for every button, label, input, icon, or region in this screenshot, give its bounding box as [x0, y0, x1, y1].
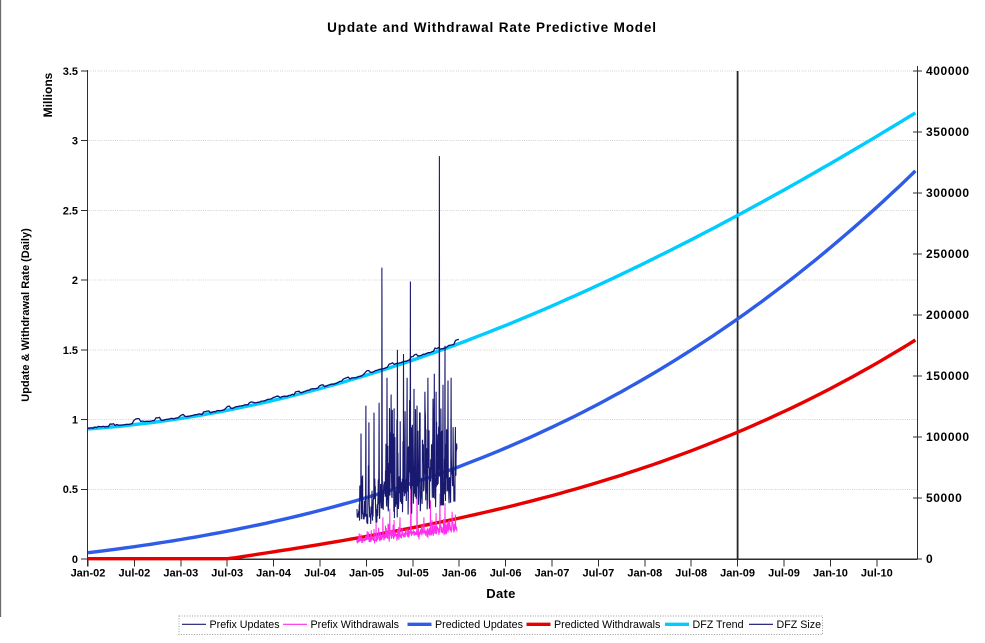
svg-text:Jul-09: Jul-09 — [768, 568, 800, 580]
svg-text:400000: 400000 — [926, 64, 970, 78]
svg-text:Jan-05: Jan-05 — [349, 568, 384, 580]
svg-text:200000: 200000 — [926, 308, 970, 322]
svg-text:Jul-06: Jul-06 — [490, 568, 522, 580]
svg-text:Jul-04: Jul-04 — [304, 568, 337, 580]
svg-text:Prefix Withdrawals: Prefix Withdrawals — [311, 619, 400, 631]
svg-text:1: 1 — [72, 415, 78, 427]
svg-text:Jan-07: Jan-07 — [535, 568, 570, 580]
svg-text:2: 2 — [72, 275, 78, 287]
svg-text:Jul-10: Jul-10 — [861, 568, 893, 580]
svg-text:350000: 350000 — [926, 125, 970, 139]
svg-text:0.5: 0.5 — [63, 484, 78, 496]
svg-text:DFZ Size: DFZ Size — [777, 619, 822, 631]
svg-text:Update & Withdrawal Rate (Dail: Update & Withdrawal Rate (Daily) — [20, 228, 32, 402]
svg-text:Update and Withdrawal Rate Pre: Update and Withdrawal Rate Predictive Mo… — [327, 20, 657, 35]
svg-text:Jan-10: Jan-10 — [813, 568, 848, 580]
svg-text:1.5: 1.5 — [63, 345, 78, 357]
svg-text:3: 3 — [72, 136, 78, 148]
svg-text:Jul-05: Jul-05 — [397, 568, 429, 580]
svg-text:Date: Date — [486, 586, 515, 601]
svg-text:100000: 100000 — [926, 430, 970, 444]
svg-text:50000: 50000 — [926, 491, 962, 505]
svg-text:Jan-04: Jan-04 — [256, 568, 292, 580]
svg-text:Jan-09: Jan-09 — [720, 568, 755, 580]
svg-text:Jul-03: Jul-03 — [211, 568, 243, 580]
svg-text:Jan-02: Jan-02 — [71, 568, 106, 580]
svg-text:2.5: 2.5 — [63, 205, 78, 217]
svg-text:0: 0 — [72, 554, 78, 566]
svg-text:150000: 150000 — [926, 369, 970, 383]
svg-text:3.5: 3.5 — [63, 66, 78, 78]
svg-text:Jan-06: Jan-06 — [442, 568, 477, 580]
svg-text:0: 0 — [926, 552, 933, 566]
svg-text:Jan-03: Jan-03 — [163, 568, 198, 580]
svg-text:Jul-02: Jul-02 — [119, 568, 151, 580]
svg-text:Jul-07: Jul-07 — [583, 568, 615, 580]
svg-text:300000: 300000 — [926, 186, 970, 200]
svg-text:Predicted Updates: Predicted Updates — [435, 619, 523, 631]
svg-text:Predicted Withdrawals: Predicted Withdrawals — [554, 619, 660, 631]
svg-text:Millions: Millions — [41, 72, 55, 117]
svg-text:Jan-08: Jan-08 — [627, 568, 662, 580]
svg-text:DFZ Trend: DFZ Trend — [693, 619, 744, 631]
svg-text:Prefix Updates: Prefix Updates — [210, 619, 280, 631]
svg-text:250000: 250000 — [926, 247, 970, 261]
svg-text:Jul-08: Jul-08 — [675, 568, 707, 580]
